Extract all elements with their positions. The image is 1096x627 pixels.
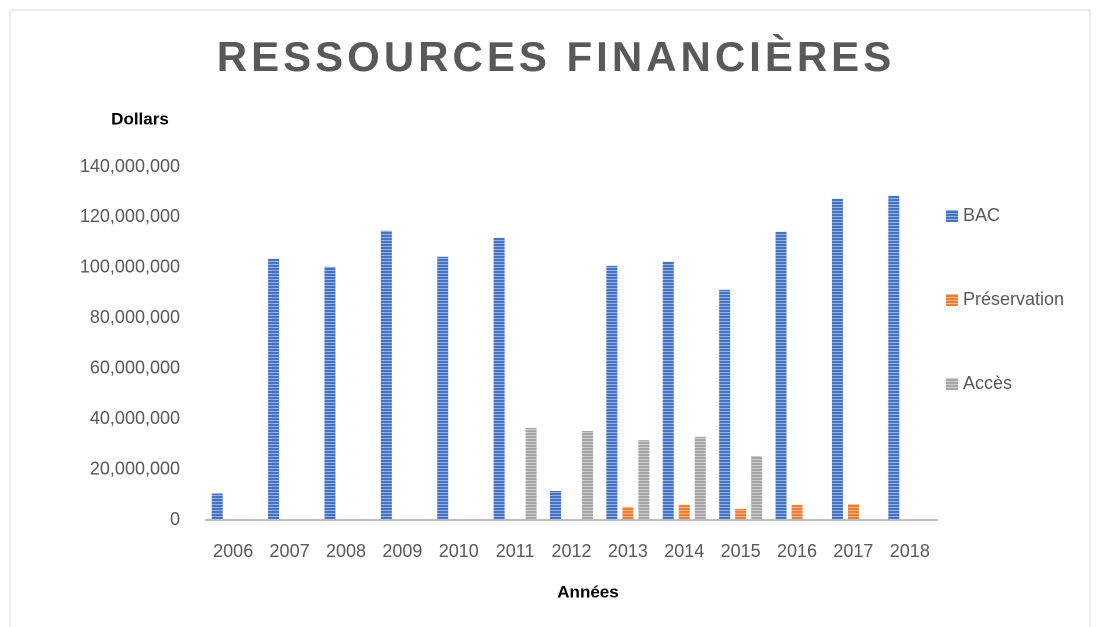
bar xyxy=(751,455,763,520)
bar xyxy=(847,504,859,520)
chart-title: RESSOURCES FINANCIÈRES xyxy=(217,33,895,80)
bar xyxy=(775,231,787,520)
y-tick-label: 100,000,000 xyxy=(80,257,180,277)
x-tick-label: 2008 xyxy=(326,541,366,561)
bar xyxy=(324,266,336,520)
x-tick-label: 2012 xyxy=(551,541,591,561)
bar xyxy=(606,265,618,520)
x-tick-label: 2016 xyxy=(777,541,817,561)
legend-swatch xyxy=(946,378,958,390)
bar xyxy=(638,440,650,520)
bar xyxy=(735,508,747,520)
bar xyxy=(888,195,900,520)
x-axis-title: Années xyxy=(557,582,618,601)
bar xyxy=(719,289,731,520)
legend-swatch xyxy=(946,210,958,222)
y-tick-label: 40,000,000 xyxy=(90,408,180,428)
bar xyxy=(678,504,690,520)
x-tick-label: 2017 xyxy=(833,541,873,561)
y-axis-title: Dollars xyxy=(111,109,169,128)
y-tick-label: 20,000,000 xyxy=(90,458,180,478)
bar xyxy=(550,491,561,520)
bar xyxy=(525,427,537,520)
x-tick-label: 2009 xyxy=(382,541,422,561)
bar xyxy=(268,258,280,520)
bar xyxy=(493,237,505,520)
x-tick-label: 2014 xyxy=(664,541,704,561)
legend-label: BAC xyxy=(963,205,1000,225)
bar xyxy=(380,230,392,520)
bar xyxy=(211,493,223,520)
bar xyxy=(437,256,449,520)
legend-swatch xyxy=(946,294,958,306)
x-tick-label: 2007 xyxy=(270,541,310,561)
x-tick-label: 2013 xyxy=(608,541,648,561)
y-tick-label: 80,000,000 xyxy=(90,307,180,327)
y-tick-label: 0 xyxy=(170,509,180,529)
bar xyxy=(582,430,593,520)
bar xyxy=(791,504,803,520)
y-tick-label: 60,000,000 xyxy=(90,357,180,377)
bar xyxy=(622,506,634,520)
bar xyxy=(662,261,674,520)
x-tick-label: 2018 xyxy=(890,541,930,561)
y-tick-label: 140,000,000 xyxy=(80,156,180,176)
legend-label: Accès xyxy=(963,373,1012,393)
x-tick-label: 2011 xyxy=(496,541,535,561)
x-tick-label: 2006 xyxy=(213,541,253,561)
bar xyxy=(694,436,706,520)
chart-frame xyxy=(9,9,1091,627)
x-tick-label: 2015 xyxy=(721,541,761,561)
x-tick-label: 2010 xyxy=(439,541,479,561)
bar xyxy=(831,198,843,520)
legend-label: Préservation xyxy=(963,289,1064,309)
y-tick-label: 120,000,000 xyxy=(80,206,180,226)
